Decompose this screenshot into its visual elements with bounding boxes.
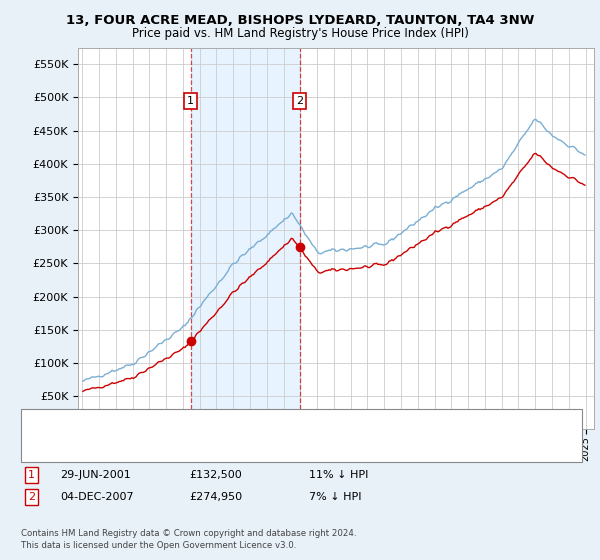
Text: 29-JUN-2001: 29-JUN-2001 <box>60 470 131 480</box>
Text: £274,950: £274,950 <box>189 492 242 502</box>
Text: 2: 2 <box>296 96 303 106</box>
Text: 13, FOUR ACRE MEAD, BISHOPS LYDEARD, TAUNTON, TA4 3NW: 13, FOUR ACRE MEAD, BISHOPS LYDEARD, TAU… <box>66 14 534 27</box>
Text: 7% ↓ HPI: 7% ↓ HPI <box>309 492 361 502</box>
Text: 1: 1 <box>187 96 194 106</box>
Text: 13, FOUR ACRE MEAD, BISHOPS LYDEARD, TAUNTON, TA4 3NW (detached house): 13, FOUR ACRE MEAD, BISHOPS LYDEARD, TAU… <box>66 416 488 426</box>
Text: £132,500: £132,500 <box>189 470 242 480</box>
Text: HPI: Average price, detached house, Somerset: HPI: Average price, detached house, Some… <box>66 433 309 443</box>
Text: Contains HM Land Registry data © Crown copyright and database right 2024.
This d: Contains HM Land Registry data © Crown c… <box>21 529 356 550</box>
Text: 04-DEC-2007: 04-DEC-2007 <box>60 492 134 502</box>
Text: 11% ↓ HPI: 11% ↓ HPI <box>309 470 368 480</box>
Text: 2: 2 <box>28 492 35 502</box>
Text: Price paid vs. HM Land Registry's House Price Index (HPI): Price paid vs. HM Land Registry's House … <box>131 27 469 40</box>
Text: 1: 1 <box>28 470 35 480</box>
Bar <box>191 48 299 430</box>
